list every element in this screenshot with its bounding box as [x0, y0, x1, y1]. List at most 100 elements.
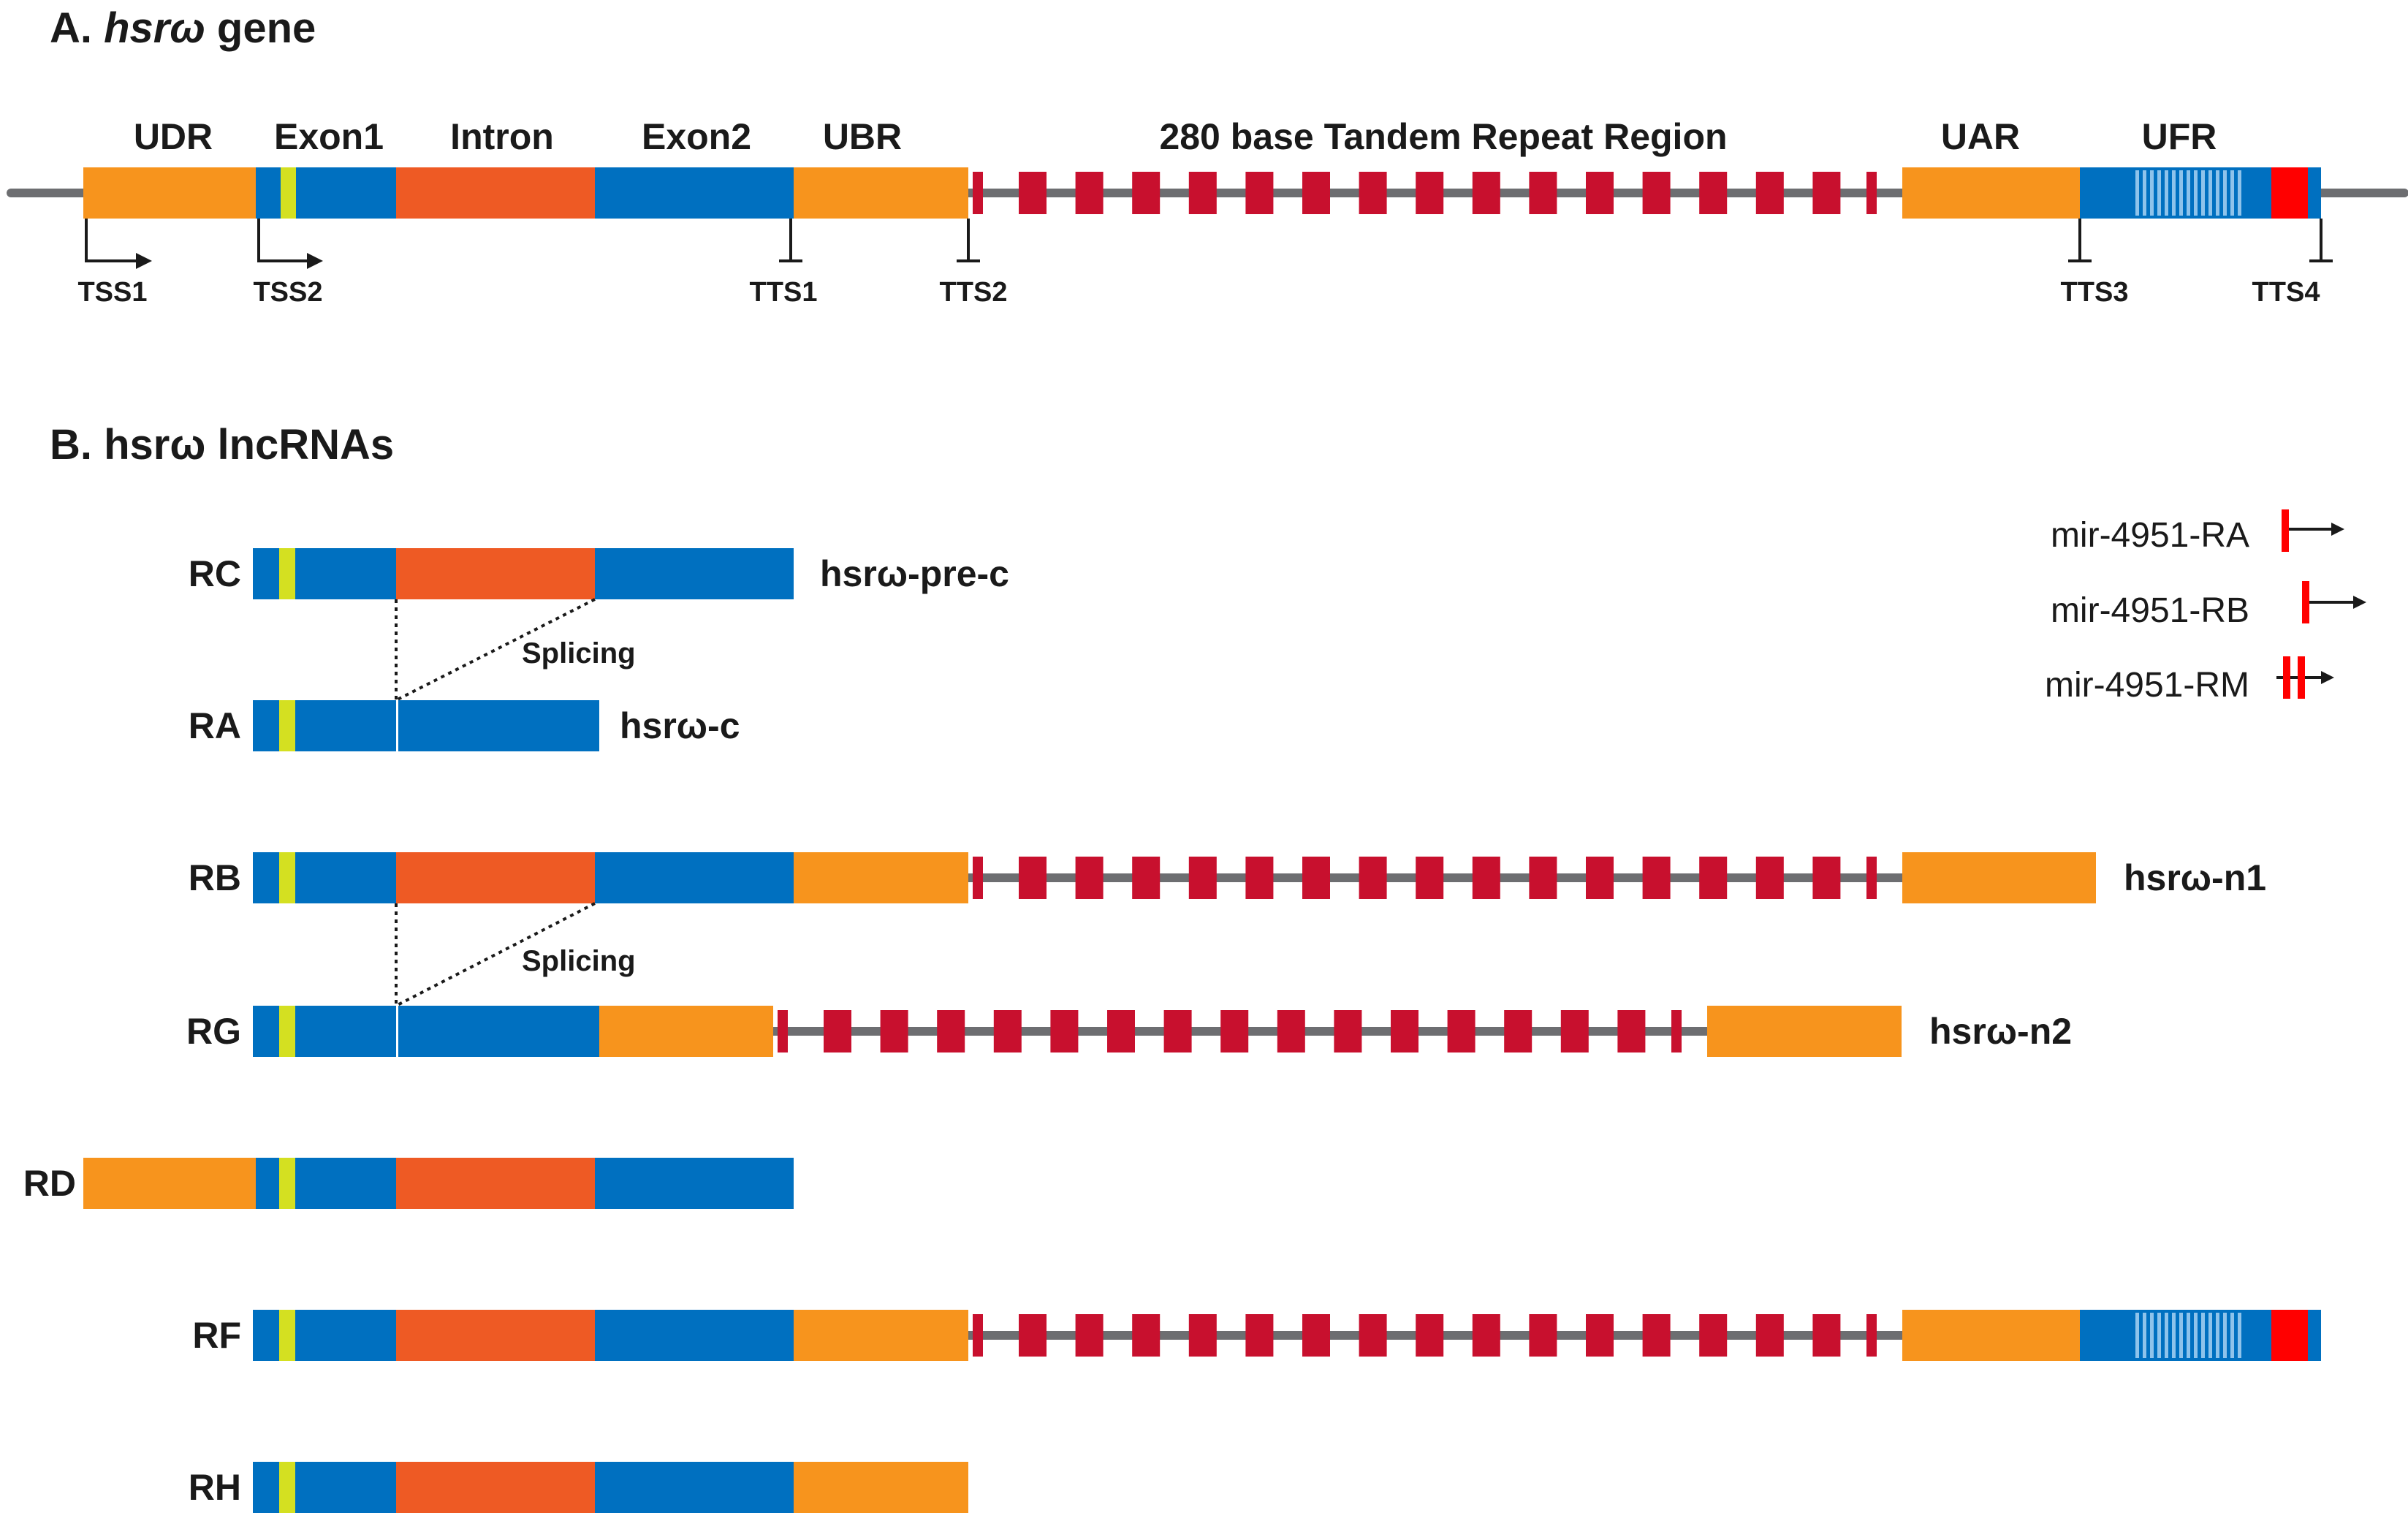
transcript-rb: RB hsrω-n1: [189, 852, 2266, 903]
gene-repeat-box-1: [973, 172, 983, 214]
transcript-name-rb: hsrω-n1: [2124, 857, 2266, 898]
transcript-id-rg: RG: [186, 1011, 241, 1052]
rf-repeat-box-13: [1642, 1314, 1671, 1357]
rg-repeat-box-5: [993, 1010, 1022, 1052]
transcript-rg: RG hsrω-n2: [186, 1006, 2072, 1057]
transcript-id-rb: RB: [189, 857, 241, 898]
region-label-ubr: UBR: [823, 116, 902, 157]
rg-uar: [1707, 1006, 1902, 1057]
rc-exon2: [595, 548, 794, 599]
mir-legend-label-rm: mir-4951-RM: [2045, 666, 2249, 705]
rb-repeat-box-15: [1755, 857, 1784, 899]
rd-udr: [83, 1158, 256, 1209]
rg-repeat-box-11: [1334, 1010, 1362, 1052]
rg-repeat-box-16: [1617, 1010, 1646, 1052]
transcript-id-rf: RF: [192, 1315, 241, 1356]
splicing-lines-rc-ra: [395, 598, 596, 702]
rg-repeat-box-17: [1671, 1010, 1682, 1052]
rb-intron: [396, 852, 595, 903]
panel-a-heading: A. hsrω gene: [50, 4, 316, 52]
rg-repeat-box-14: [1504, 1010, 1532, 1052]
tts1-marker: [779, 219, 802, 262]
tss2-arrow: [257, 219, 323, 269]
rg-repeat-box-13: [1447, 1010, 1475, 1052]
gene-block-ubr: [794, 167, 968, 219]
region-label-udr: UDR: [134, 116, 213, 157]
transcript-rc: RC hsrω-pre-c: [189, 548, 1009, 599]
site-label-tts3: TTS3: [2061, 277, 2129, 308]
rb-exon1: [253, 852, 396, 903]
region-label-exon2: Exon2: [642, 116, 751, 157]
rb-repeat-box-9: [1416, 857, 1444, 899]
site-label-tts2: TTS2: [940, 277, 1008, 308]
gene-block-mir-4951: [2271, 167, 2308, 219]
rg-repeat-box-6: [1050, 1010, 1079, 1052]
rf-ubr: [794, 1310, 968, 1361]
gene-repeat-box-14: [1699, 172, 1728, 214]
ra-exon1: [253, 700, 396, 751]
rf-uar: [1902, 1310, 2080, 1361]
tss1-arrow: [85, 219, 152, 269]
rh-tss2-marker: [279, 1462, 295, 1513]
rf-intron: [396, 1310, 595, 1361]
transcript-rf: RF: [192, 1310, 2321, 1361]
rf-repeat-box-12: [1586, 1314, 1614, 1357]
rd-exon2: [595, 1158, 794, 1209]
gene-repeat-box-13: [1642, 172, 1671, 214]
gene-repeat-box-4: [1132, 172, 1161, 214]
gene-repeat-box-2: [1019, 172, 1047, 214]
rf-tss2-marker: [279, 1310, 295, 1361]
rb-repeat-box-17: [1866, 857, 1877, 899]
tandem-repeat-boxes: [973, 172, 1877, 214]
gene-repeat-box-6: [1245, 172, 1274, 214]
rb-repeat-box-13: [1642, 857, 1671, 899]
rf-repeat-box-4: [1132, 1314, 1161, 1357]
region-label-intron: Intron: [450, 116, 554, 157]
rg-tss2-marker: [279, 1006, 295, 1057]
region-label-exon1: Exon1: [274, 116, 384, 157]
gene-repeat-box-3: [1075, 172, 1104, 214]
rf-repeat-box-15: [1755, 1314, 1784, 1357]
gene-repeat-box-8: [1359, 172, 1387, 214]
rf-repeat-box-7: [1302, 1314, 1330, 1357]
rc-exon1: [253, 548, 396, 599]
mir-legend-marker-ra: [2282, 509, 2289, 552]
mir-legend-arrowhead-ra: [2331, 523, 2344, 536]
rg-repeat-box-9: [1220, 1010, 1249, 1052]
gene-block-udr: [83, 167, 256, 219]
rd-tss2-marker: [279, 1158, 295, 1209]
rh-exon1: [253, 1462, 396, 1513]
rf-repeat-box-10: [1472, 1314, 1500, 1357]
gene-block-exon1: [256, 167, 396, 219]
rg-exon2: [398, 1006, 599, 1057]
site-label-tss2: TSS2: [253, 277, 322, 308]
rg-repeat-box-3: [880, 1010, 908, 1052]
rb-ubr: [794, 852, 968, 903]
transcript-rd: RD: [23, 1158, 794, 1209]
rb-repeat-box-12: [1586, 857, 1614, 899]
rb-repeat-box-4: [1132, 857, 1161, 899]
rh-exon2: [595, 1462, 794, 1513]
rb-repeat-box-6: [1245, 857, 1274, 899]
tts3-marker: [2068, 219, 2092, 262]
rb-tss2-marker: [279, 852, 295, 903]
transcript-name-rg: hsrω-n2: [1929, 1011, 2072, 1052]
mir-legend: mir-4951-RA mir-4951-RB mir-4951-RM: [2045, 509, 2366, 705]
gene-repeat-box-11: [1529, 172, 1557, 214]
rd-intron: [396, 1158, 595, 1209]
mir-legend-label-ra: mir-4951-RA: [2051, 516, 2249, 555]
rd-exon1: [256, 1158, 396, 1209]
transcript-id-rc: RC: [189, 553, 241, 594]
rf-repeat-box-6: [1245, 1314, 1274, 1357]
rg-repeat-box-4: [937, 1010, 965, 1052]
rf-tandem-repeat-boxes: [973, 1314, 1877, 1357]
rf-repeat-box-14: [1699, 1314, 1728, 1357]
rc-intron: [396, 548, 595, 599]
rb-repeat-box-14: [1699, 857, 1728, 899]
transcript-ra: RA hsrω-c: [189, 700, 740, 751]
rf-repeat-box-9: [1416, 1314, 1444, 1357]
transcript-id-rh: RH: [189, 1467, 241, 1508]
rf-repeat-box-11: [1529, 1314, 1557, 1357]
gene-block-exon2: [595, 167, 794, 219]
region-label-tandem-repeat: 280 base Tandem Repeat Region: [1159, 116, 1727, 157]
